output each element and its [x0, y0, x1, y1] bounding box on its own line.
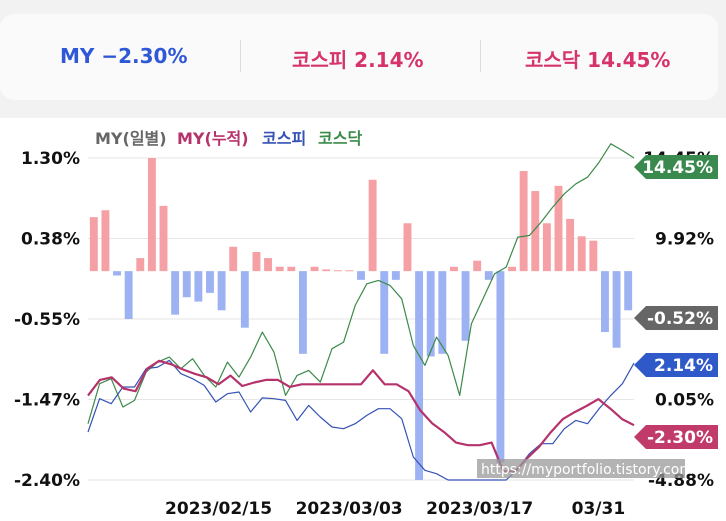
- daily-bar: [322, 269, 331, 272]
- daily-bar: [577, 236, 586, 272]
- daily-bar: [508, 266, 516, 272]
- end-label: 14.45%: [634, 155, 718, 179]
- daily-bar: [124, 271, 133, 319]
- daily-bar: [206, 271, 214, 293]
- summary-card: [0, 14, 718, 100]
- daily-bar: [415, 271, 424, 480]
- right-tick-label: 9.92%: [655, 230, 714, 250]
- daily-bar: [136, 258, 145, 272]
- daily-bar: [554, 185, 563, 272]
- kosdaq-line: [87, 143, 635, 424]
- daily-bar: [101, 210, 110, 272]
- daily-bar: [275, 266, 284, 272]
- summary-my: MY −2.30%: [60, 44, 188, 68]
- legend: MY(일별) MY(누적) 코스피 코스닥: [95, 129, 362, 148]
- daily-bar: [380, 271, 389, 354]
- daily-bar: [345, 270, 354, 272]
- daily-bar: [298, 271, 307, 354]
- daily-bar: [531, 191, 540, 272]
- daily-bar: [357, 271, 365, 280]
- daily-bar: [589, 240, 598, 272]
- daily-bar: [264, 258, 273, 272]
- end-label: -2.30%: [634, 425, 718, 449]
- legend-item: MY(일별): [95, 129, 167, 148]
- daily-bar: [182, 271, 191, 298]
- legend-item: 코스닥: [318, 129, 362, 148]
- daily-bar: [229, 246, 238, 272]
- summary-kospi: 코스피 2.14%: [292, 48, 424, 72]
- daily-bar: [368, 179, 377, 272]
- summary-divider: [240, 40, 241, 72]
- end-label-text: -0.52%: [647, 309, 713, 329]
- x-tick-label: 2023/03/03: [296, 499, 403, 519]
- cumulative-lines: [87, 143, 635, 481]
- daily-bars: [89, 158, 633, 480]
- end-labels: 14.45% -0.52% 2.14% -2.30%: [634, 155, 718, 449]
- x-tick-label: 2023/03/17: [426, 499, 533, 519]
- daily-bar: [426, 271, 435, 357]
- daily-bar: [147, 158, 156, 272]
- x-tick-label: 03/31: [572, 499, 626, 519]
- daily-bar: [624, 271, 633, 311]
- end-label-badge: [634, 425, 718, 449]
- daily-bar: [287, 266, 296, 272]
- daily-bar: [484, 271, 493, 280]
- end-label-badge: [634, 155, 718, 179]
- daily-bar: [601, 271, 609, 333]
- end-label-text: 14.45%: [642, 158, 713, 178]
- legend-item: 코스피: [262, 129, 306, 148]
- daily-bar: [310, 266, 319, 272]
- legend-item: MY(누적): [177, 129, 249, 148]
- daily-bar: [89, 217, 98, 272]
- daily-bar: [252, 251, 261, 272]
- end-label-badge: [634, 353, 718, 377]
- end-label: -0.52%: [634, 306, 718, 330]
- daily-bar: [171, 271, 180, 315]
- daily-bar: [217, 271, 226, 311]
- left-tick-label: -1.47%: [14, 391, 80, 411]
- left-tick-label: 0.38%: [21, 230, 80, 250]
- daily-bar: [461, 271, 470, 341]
- x-tick-label: 2023/02/15: [165, 499, 272, 519]
- daily-bar: [519, 171, 528, 272]
- daily-bar: [449, 266, 458, 272]
- daily-bar: [159, 205, 168, 272]
- end-label-text: -2.30%: [647, 428, 713, 448]
- daily-bar: [612, 271, 621, 348]
- daily-bar: [542, 223, 551, 272]
- summary-kosdaq: 코스닥 14.45%: [525, 48, 671, 72]
- daily-bar: [496, 271, 505, 463]
- daily-bar: [113, 271, 121, 276]
- kospi-line: [87, 359, 635, 481]
- watermark-text: https://myportfolio.tistory.com: [481, 462, 693, 478]
- daily-bar: [473, 260, 482, 272]
- left-tick-label: 1.30%: [21, 149, 80, 169]
- left-tick-label: -0.55%: [14, 310, 80, 330]
- end-label: 2.14%: [634, 353, 718, 377]
- daily-bar: [391, 271, 400, 280]
- daily-bar: [240, 271, 249, 328]
- daily-bar: [194, 271, 203, 302]
- end-label-badge: [634, 306, 718, 330]
- daily-bar: [438, 271, 447, 354]
- daily-bar: [566, 218, 575, 272]
- daily-bar: [333, 270, 342, 272]
- my-cumulative-line: [87, 359, 635, 473]
- watermark: https://myportfolio.tistory.com: [477, 459, 693, 478]
- left-tick-label: -2.40%: [14, 471, 80, 491]
- daily-bar: [403, 223, 412, 272]
- right-tick-label: 0.05%: [655, 391, 714, 411]
- watermark-background: [477, 459, 685, 478]
- summary-divider: [480, 40, 481, 72]
- end-label-text: 2.14%: [654, 356, 713, 376]
